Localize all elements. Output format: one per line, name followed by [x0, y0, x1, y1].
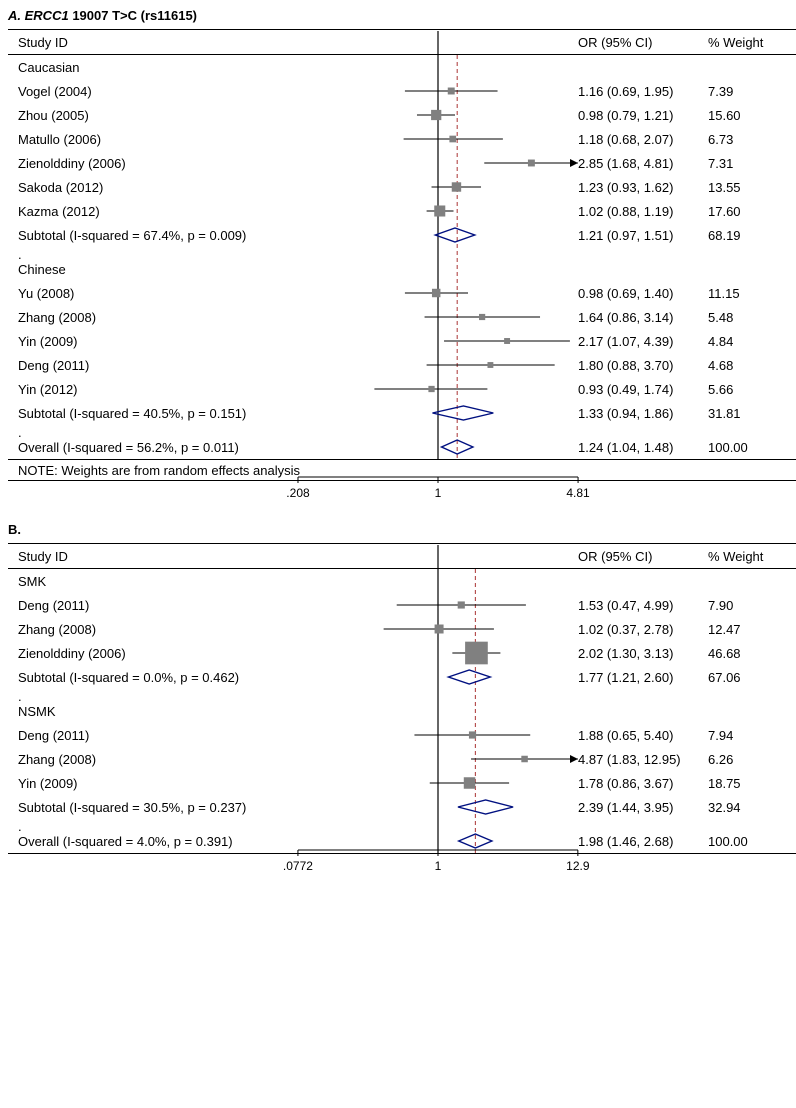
- header-study: Study ID: [18, 35, 298, 50]
- or-text: 1.53 (0.47, 4.99): [578, 598, 708, 613]
- weight-text: 31.81: [708, 406, 774, 421]
- or-text: 1.18 (0.68, 2.07): [578, 132, 708, 147]
- study-label: Subtotal (I-squared = 67.4%, p = 0.009): [18, 228, 298, 243]
- weight-text: 6.73: [708, 132, 774, 147]
- axis-tick: .208: [286, 486, 309, 500]
- study-label: Zhang (2008): [18, 622, 298, 637]
- or-text: 4.87 (1.83, 12.95): [578, 752, 708, 767]
- or-text: 1.78 (0.86, 3.67): [578, 776, 708, 791]
- axis-labels: .20814.81: [298, 482, 578, 502]
- study-label: Yin (2009): [18, 776, 298, 791]
- or-text: 1.98 (1.46, 2.68): [578, 834, 708, 849]
- weight-text: 46.68: [708, 646, 774, 661]
- weight-text: 6.26: [708, 752, 774, 767]
- study-label: Overall (I-squared = 4.0%, p = 0.391): [18, 834, 298, 849]
- study-label: Zhou (2005): [18, 108, 298, 123]
- axis-tick: .0772: [283, 859, 313, 873]
- study-label: Matullo (2006): [18, 132, 298, 147]
- study-label: Zhang (2008): [18, 310, 298, 325]
- or-text: 1.77 (1.21, 2.60): [578, 670, 708, 685]
- or-text: 1.02 (0.37, 2.78): [578, 622, 708, 637]
- rows-container: Study ID OR (95% CI) % Weight Caucasian …: [8, 29, 796, 481]
- weight-text: 32.94: [708, 800, 774, 815]
- or-text: 1.24 (1.04, 1.48): [578, 440, 708, 455]
- study-label: Deng (2011): [18, 598, 298, 613]
- study-label: Zhang (2008): [18, 752, 298, 767]
- panel-title: A. ERCC1 19007 T>C (rs11615): [8, 8, 796, 23]
- weight-text: 15.60: [708, 108, 774, 123]
- header-or: OR (95% CI): [578, 549, 708, 564]
- or-text: 0.98 (0.69, 1.40): [578, 286, 708, 301]
- study-label: Vogel (2004): [18, 84, 298, 99]
- study-label: Subtotal (I-squared = 30.5%, p = 0.237): [18, 800, 298, 815]
- header-weight: % Weight: [708, 549, 774, 564]
- weight-text: 68.19: [708, 228, 774, 243]
- study-label: Deng (2011): [18, 358, 298, 373]
- weight-text: 4.84: [708, 334, 774, 349]
- or-text: 0.98 (0.79, 1.21): [578, 108, 708, 123]
- study-label: Kazma (2012): [18, 204, 298, 219]
- weight-text: 5.48: [708, 310, 774, 325]
- axis-tick: 12.9: [566, 859, 589, 873]
- or-text: 1.64 (0.86, 3.14): [578, 310, 708, 325]
- header-or: OR (95% CI): [578, 35, 708, 50]
- study-label: Yu (2008): [18, 286, 298, 301]
- or-text: 0.93 (0.49, 1.74): [578, 382, 708, 397]
- or-text: 2.39 (1.44, 3.95): [578, 800, 708, 815]
- study-label: Deng (2011): [18, 728, 298, 743]
- weight-text: 67.06: [708, 670, 774, 685]
- or-text: 1.21 (0.97, 1.51): [578, 228, 708, 243]
- weight-text: 100.00: [708, 834, 774, 849]
- weight-text: 7.39: [708, 84, 774, 99]
- weight-text: 100.00: [708, 440, 774, 455]
- or-text: 1.16 (0.69, 1.95): [578, 84, 708, 99]
- or-text: 1.33 (0.94, 1.86): [578, 406, 708, 421]
- weight-text: 18.75: [708, 776, 774, 791]
- weight-text: 12.47: [708, 622, 774, 637]
- or-text: 2.17 (1.07, 4.39): [578, 334, 708, 349]
- study-label: Sakoda (2012): [18, 180, 298, 195]
- study-label: Yin (2009): [18, 334, 298, 349]
- weight-text: 7.90: [708, 598, 774, 613]
- header-study: Study ID: [18, 549, 298, 564]
- forest-plot-svg: [298, 543, 578, 854]
- study-label: Yin (2012): [18, 382, 298, 397]
- study-label: Subtotal (I-squared = 0.0%, p = 0.462): [18, 670, 298, 685]
- weight-text: 13.55: [708, 180, 774, 195]
- weight-text: 17.60: [708, 204, 774, 219]
- or-text: 1.80 (0.88, 3.70): [578, 358, 708, 373]
- panel-title: B.: [8, 522, 796, 537]
- or-text: 2.02 (1.30, 3.13): [578, 646, 708, 661]
- or-text: 1.23 (0.93, 1.62): [578, 180, 708, 195]
- or-text: 1.02 (0.88, 1.19): [578, 204, 708, 219]
- or-text: 2.85 (1.68, 4.81): [578, 156, 708, 171]
- panel-b: B. Study ID OR (95% CI) % Weight SMK Den…: [8, 522, 796, 875]
- forest-plot-svg: [298, 29, 578, 485]
- weight-text: 4.68: [708, 358, 774, 373]
- rows-container: Study ID OR (95% CI) % Weight SMK Deng (…: [8, 543, 796, 854]
- study-label: Subtotal (I-squared = 40.5%, p = 0.151): [18, 406, 298, 421]
- study-label: Zienolddiny (2006): [18, 646, 298, 661]
- panel-a: A. ERCC1 19007 T>C (rs11615) Study ID OR…: [8, 8, 796, 502]
- axis-tick: 4.81: [566, 486, 589, 500]
- study-label: Overall (I-squared = 56.2%, p = 0.011): [18, 440, 298, 455]
- weight-text: 5.66: [708, 382, 774, 397]
- weight-text: 11.15: [708, 286, 774, 301]
- axis-tick: 1: [435, 859, 442, 873]
- axis-labels: .0772112.9: [298, 855, 578, 875]
- weight-text: 7.94: [708, 728, 774, 743]
- study-label: Zienolddiny (2006): [18, 156, 298, 171]
- weight-text: 7.31: [708, 156, 774, 171]
- or-text: 1.88 (0.65, 5.40): [578, 728, 708, 743]
- axis-tick: 1: [435, 486, 442, 500]
- header-weight: % Weight: [708, 35, 774, 50]
